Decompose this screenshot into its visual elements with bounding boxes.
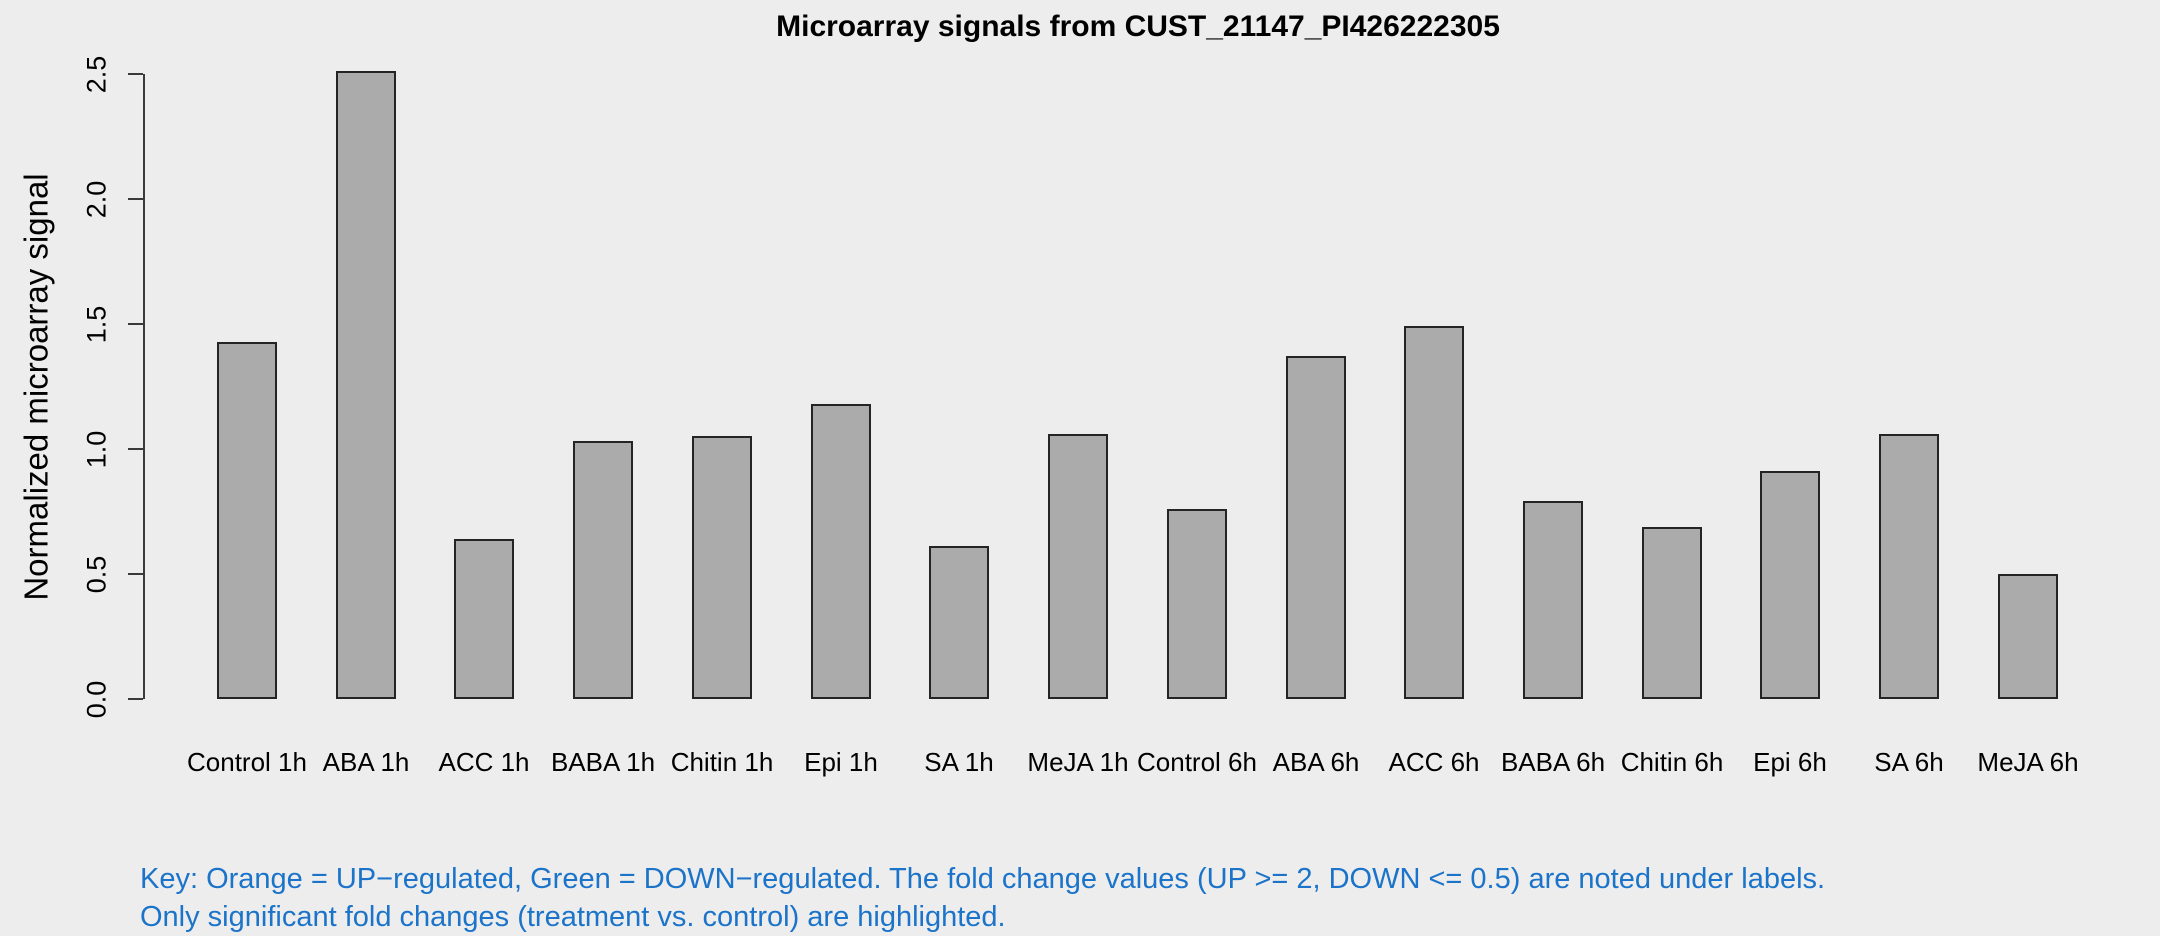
x-tick-label: ACC 1h	[438, 747, 530, 777]
key-line-1: Key: Orange = UP−regulated, Green = DOWN…	[140, 863, 1826, 895]
y-tick-label: 0.5	[82, 555, 112, 593]
x-tick-label: Epi 1h	[804, 747, 878, 777]
bar-aba-1h	[336, 71, 396, 699]
y-tick-label-text: 1.5	[81, 305, 112, 343]
x-tick-label: BABA 6h	[1500, 747, 1606, 777]
y-tick-label: 1.0	[82, 430, 112, 468]
bar-epi-1h	[811, 404, 871, 699]
x-tick-label: Control 1h	[187, 747, 307, 777]
x-tick-label: Epi 6h	[1753, 747, 1827, 777]
x-tick-label: Control 6h	[1137, 747, 1257, 777]
bar-chitin-1h	[692, 436, 752, 699]
y-tick-label-text: 0.5	[81, 555, 112, 593]
bar-epi-6h	[1760, 471, 1820, 699]
y-tick	[128, 698, 143, 700]
bar-acc-1h	[454, 539, 514, 699]
y-tick	[128, 73, 143, 75]
chart-title: Microarray signals from CUST_21147_PI426…	[776, 10, 1500, 43]
bar-sa-6h	[1879, 434, 1939, 699]
y-tick	[128, 323, 143, 325]
bar-meja-6h	[1998, 574, 2058, 699]
bar-control-6h	[1167, 509, 1227, 699]
bar-acc-6h	[1404, 326, 1464, 699]
plot-area	[143, 71, 2133, 699]
y-tick-label: 2.0	[82, 180, 112, 218]
x-tick-label: ABA 1h	[322, 747, 410, 777]
y-tick-label-text: 0.0	[81, 680, 112, 718]
y-tick-label-text: 2.5	[81, 55, 112, 93]
y-tick	[128, 573, 143, 575]
chart-key: Key: Orange = UP−regulated, Green = DOWN…	[140, 860, 1825, 936]
x-tick-label: MeJA 6h	[1977, 747, 2079, 777]
y-axis	[128, 73, 145, 700]
x-tick-label: ABA 6h	[1272, 747, 1360, 777]
y-tick	[128, 448, 143, 450]
x-tick-label: Chitin 6h	[1620, 747, 1724, 777]
bar-control-1h	[217, 342, 277, 699]
x-tick-label: Chitin 1h	[670, 747, 774, 777]
x-tick-label: MeJA 1h	[1027, 747, 1129, 777]
y-tick-label-text: 2.0	[81, 180, 112, 218]
x-tick-label: SA 6h	[1874, 747, 1944, 777]
y-tick-label: 0.0	[82, 680, 112, 718]
x-tick-label: ACC 6h	[1388, 747, 1480, 777]
y-tick-label: 1.5	[82, 305, 112, 343]
bar-meja-1h	[1048, 434, 1108, 699]
y-axis-title: Normalized microarray signal	[16, 74, 58, 699]
bar-chitin-6h	[1642, 527, 1702, 699]
bar-aba-6h	[1286, 356, 1346, 699]
bar-baba-1h	[573, 441, 633, 699]
x-tick-label: BABA 1h	[550, 747, 656, 777]
y-tick-label: 2.5	[82, 55, 112, 93]
bar-baba-6h	[1523, 501, 1583, 699]
bar-sa-1h	[929, 546, 989, 699]
key-line-2: Only significant fold changes (treatment…	[140, 901, 1006, 933]
y-tick-label-text: 1.0	[81, 430, 112, 468]
y-tick	[128, 198, 143, 200]
x-tick-label: SA 1h	[924, 747, 994, 777]
y-axis-title-text: Normalized microarray signal	[18, 172, 56, 601]
